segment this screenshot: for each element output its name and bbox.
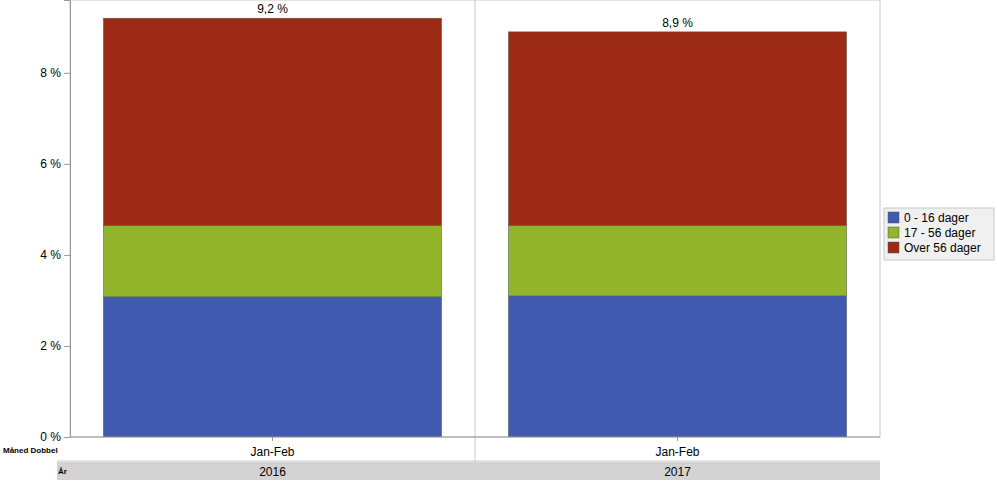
y-tick-label: 4 % xyxy=(40,248,61,262)
bar-segment xyxy=(508,296,846,437)
bar-segment xyxy=(508,32,846,225)
group-separator xyxy=(475,0,476,480)
y-tick-mark xyxy=(64,346,70,347)
y-tick: 8 % xyxy=(40,66,70,80)
y-tick-label: 2 % xyxy=(40,339,61,353)
legend: 0 - 16 dager17 - 56 dagerOver 56 dager xyxy=(884,208,994,260)
legend-swatch xyxy=(888,227,899,238)
bar-segment xyxy=(508,225,846,296)
legend-label: 0 - 16 dager xyxy=(904,211,969,225)
y-tick-mark xyxy=(64,437,70,438)
bar-segment xyxy=(103,297,441,437)
legend-box xyxy=(884,208,994,260)
category-label: Jan-Feb xyxy=(250,445,294,459)
group-label: 2016 xyxy=(259,465,286,479)
x-tick-mark xyxy=(677,437,678,441)
y-tick: 6 % xyxy=(40,157,70,171)
chart: 9,2 % 8,9 % 0 % 2 % 4 % 6 % 8 % Jan-Feb Jan-Feb 2… xyxy=(0,0,997,483)
row-label: År xyxy=(58,467,67,476)
legend-label: Over 56 dager xyxy=(904,241,981,255)
row-label: Måned Dobbel xyxy=(3,446,58,455)
y-axis-line xyxy=(64,1,71,438)
legend-label: 17 - 56 dager xyxy=(904,226,975,240)
legend-swatch xyxy=(888,212,899,223)
y-tick-mark xyxy=(64,164,70,165)
y-tick: 4 % xyxy=(40,248,70,262)
bars xyxy=(103,18,846,437)
y-tick-label: 6 % xyxy=(40,157,61,171)
row-separator xyxy=(57,461,880,462)
x-tick-mark xyxy=(272,437,273,441)
y-tick-mark xyxy=(64,73,70,74)
y-axis: 0 % 2 % 4 % 6 % 8 % xyxy=(40,1,70,445)
y-tick-label: 0 % xyxy=(40,430,61,444)
legend-swatch xyxy=(888,242,899,253)
y-tick-label: 8 % xyxy=(40,66,61,80)
bar-segment xyxy=(103,225,441,296)
group-label: 2017 xyxy=(664,465,691,479)
y-tick-mark xyxy=(64,255,70,256)
y-tick: 2 % xyxy=(40,339,70,353)
y-tick: 0 % xyxy=(40,430,70,444)
total-label: 8,9 % xyxy=(662,16,693,30)
group-row-bg xyxy=(57,462,880,480)
x-axis-line xyxy=(70,437,880,438)
bar-segment xyxy=(103,18,441,225)
category-label: Jan-Feb xyxy=(655,445,699,459)
total-label: 9,2 % xyxy=(257,2,288,16)
